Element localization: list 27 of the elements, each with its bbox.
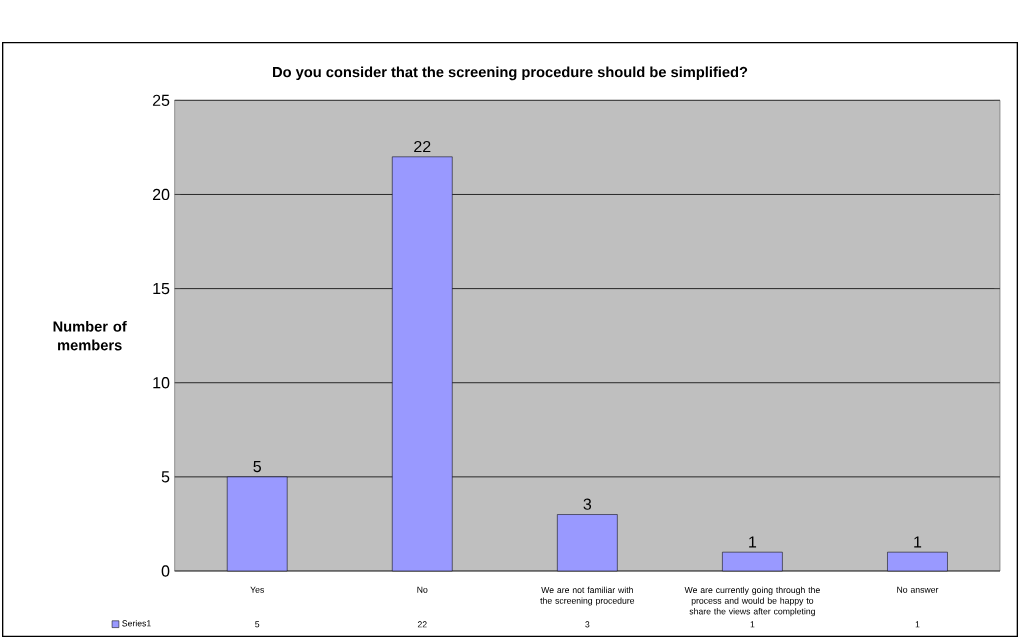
data-label: 5 [255, 621, 260, 628]
data-label: 22 [417, 621, 427, 628]
annotation: 5 [253, 461, 261, 473]
bar [722, 551, 783, 572]
y-tick-label: 0 [161, 565, 170, 577]
data-label: 1 [750, 621, 755, 628]
legend-label: Series1 [122, 620, 151, 627]
y-tick-label: 20 [152, 188, 170, 201]
x-tick-label: No answer [897, 586, 939, 593]
y-tick-label: 5 [161, 471, 170, 483]
annotation: 3 [583, 498, 592, 510]
chart-title: Do you consider that the screening procedure should be simplified? [273, 66, 748, 81]
y-tick-label: 15 [153, 283, 170, 295]
y-axis-title: Number of members [53, 320, 127, 351]
annotation: 1 [749, 536, 757, 548]
bar [557, 514, 618, 572]
data-label: 3 [585, 621, 590, 628]
y-tick-label: 10 [153, 377, 170, 389]
annotation: 22 [414, 140, 431, 153]
x-tick-label: No [417, 586, 428, 593]
x-tick-label: We are not familiar with the screening procedure [540, 586, 635, 606]
annotation: 1 [914, 536, 922, 548]
x-tick-label: Yes [250, 586, 264, 593]
data-label: 1 [915, 621, 920, 628]
y-tick-label: 25 [152, 94, 170, 106]
bar [887, 551, 948, 572]
x-tick-label: We are currently going through the process and would be happy to share the views after completing [684, 586, 820, 617]
